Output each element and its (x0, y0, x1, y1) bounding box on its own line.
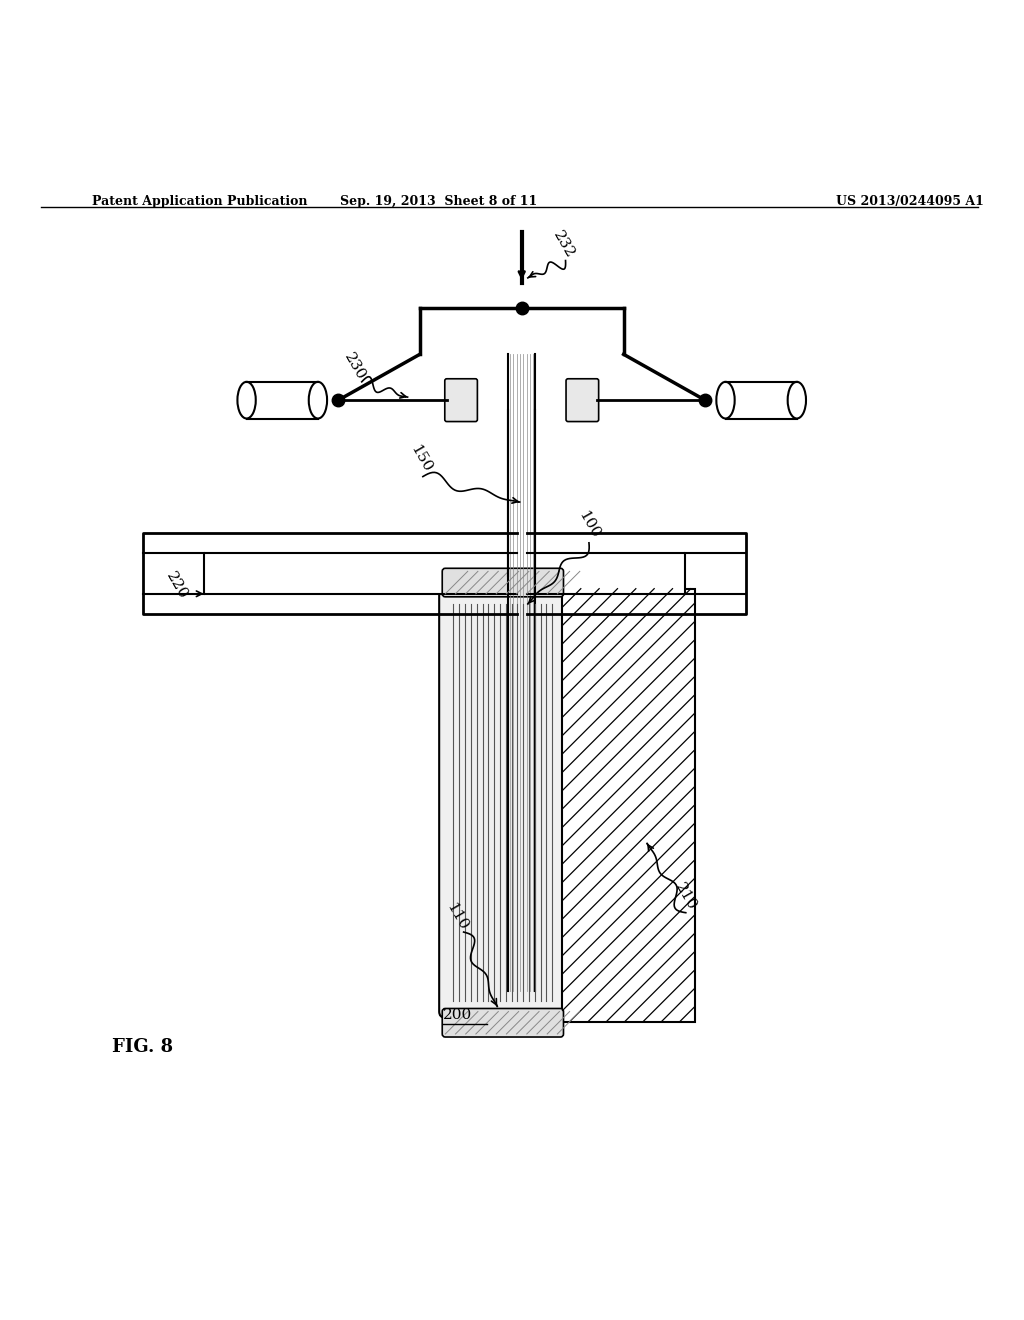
FancyBboxPatch shape (442, 1008, 563, 1038)
FancyBboxPatch shape (444, 379, 477, 421)
Text: 150: 150 (408, 442, 434, 474)
Bar (562, 589, 695, 1022)
Text: Patent Application Publication: Patent Application Publication (92, 195, 307, 209)
Text: FIG. 8: FIG. 8 (112, 1039, 173, 1056)
Text: 232: 232 (550, 228, 577, 260)
Text: Sep. 19, 2013  Sheet 8 of 11: Sep. 19, 2013 Sheet 8 of 11 (340, 195, 537, 209)
Text: 210: 210 (673, 880, 699, 912)
FancyBboxPatch shape (566, 379, 599, 421)
Bar (204, 553, 517, 594)
Text: US 2013/0244095 A1: US 2013/0244095 A1 (836, 195, 983, 209)
FancyBboxPatch shape (439, 587, 566, 1018)
Text: 110: 110 (443, 900, 470, 933)
Text: 100: 100 (575, 508, 602, 541)
Bar (526, 553, 685, 594)
Text: 200: 200 (443, 1007, 472, 1022)
FancyBboxPatch shape (442, 569, 563, 597)
Text: 220: 220 (163, 569, 189, 602)
Text: 230: 230 (341, 351, 368, 383)
